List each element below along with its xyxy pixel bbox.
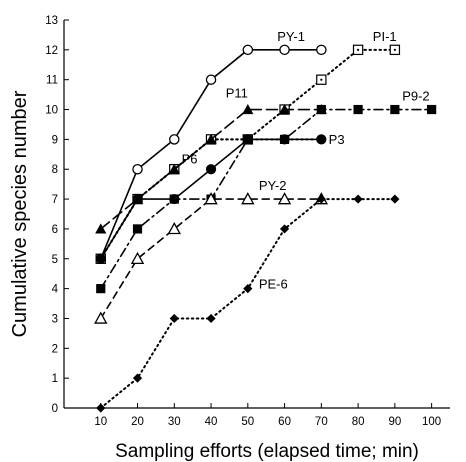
y-tick-label: 1 xyxy=(52,373,58,385)
y-tick-label: 6 xyxy=(52,224,58,236)
x-tick-label: 70 xyxy=(315,416,328,428)
data-point xyxy=(204,192,218,205)
series-label-pi-1: PI-1 xyxy=(373,29,397,44)
data-point xyxy=(132,224,143,234)
series-layer xyxy=(94,44,437,413)
y-tick-label: 8 xyxy=(52,164,58,176)
y-tick-label: 12 xyxy=(45,45,58,57)
x-tick-label: 100 xyxy=(422,416,441,428)
data-point xyxy=(279,134,290,145)
data-point xyxy=(94,311,108,324)
y-tick-label: 5 xyxy=(52,254,58,266)
data-point xyxy=(278,103,291,115)
data-point xyxy=(96,284,106,294)
data-point xyxy=(352,44,364,56)
data-point xyxy=(206,313,216,324)
data-point xyxy=(169,134,180,145)
data-point xyxy=(390,104,400,115)
series-label-p11: P11 xyxy=(226,86,248,101)
y-tick-label: 7 xyxy=(52,194,58,206)
data-point xyxy=(353,194,363,204)
y-tick-label: 2 xyxy=(52,343,58,355)
data-point xyxy=(132,163,143,175)
series-py-2 xyxy=(94,192,329,324)
data-point xyxy=(168,163,180,174)
series-line xyxy=(99,138,323,260)
data-point xyxy=(242,44,254,56)
data-point xyxy=(167,221,181,235)
data-point xyxy=(316,104,326,115)
data-point xyxy=(243,284,253,294)
series-label-pe-6: PE-6 xyxy=(259,277,288,292)
series-line xyxy=(99,48,396,260)
data-point xyxy=(130,251,145,265)
series-label-p6: P6 xyxy=(182,151,198,166)
x-tick-label: 10 xyxy=(94,416,107,428)
y-tick-label: 10 xyxy=(45,105,58,117)
series-labels: PY-1 PI-1 P11 P9-2 P3 P6 PY-2 PE-6 xyxy=(182,29,430,292)
y-axis-title: Cumulative species number xyxy=(9,90,31,337)
data-point xyxy=(205,164,217,175)
series-label-p3: P3 xyxy=(329,132,345,147)
x-tick-label: 30 xyxy=(168,416,181,428)
data-point xyxy=(316,44,327,56)
x-tick-label: 90 xyxy=(388,416,401,428)
data-point xyxy=(132,373,143,383)
data-point xyxy=(279,224,290,234)
y-tick-label: 3 xyxy=(52,313,58,325)
series-label-py-2: PY-2 xyxy=(259,178,287,193)
series-p6 xyxy=(99,138,323,260)
x-axis-title: Sampling efforts (elapsed time; min) xyxy=(115,441,419,462)
series-pe-6 xyxy=(96,194,400,413)
data-point xyxy=(241,192,255,205)
data-point xyxy=(242,103,254,115)
y-tick-label: 4 xyxy=(52,284,59,296)
x-tick-label: 60 xyxy=(278,416,291,428)
x-tick-label: 20 xyxy=(131,416,144,428)
y-tick-label: 0 xyxy=(52,403,58,415)
series-py-1 xyxy=(95,44,327,265)
series-label-py-1: PY-1 xyxy=(277,29,305,44)
data-point xyxy=(169,193,180,205)
data-point xyxy=(205,74,217,85)
y-tick-label: 13 xyxy=(45,15,58,27)
data-point xyxy=(95,223,107,234)
data-point xyxy=(279,44,290,56)
data-point xyxy=(427,104,437,115)
data-point xyxy=(390,194,400,204)
data-point xyxy=(389,44,401,56)
data-point xyxy=(96,403,106,413)
series-label-p9-2: P9-2 xyxy=(402,89,429,104)
x-tick-label: 40 xyxy=(205,416,218,428)
y-tick-label: 11 xyxy=(46,75,58,87)
x-tick-label: 50 xyxy=(241,416,254,428)
data-point xyxy=(316,74,327,85)
series-line xyxy=(99,198,396,409)
x-tick-label: 80 xyxy=(352,416,365,428)
data-point xyxy=(316,194,326,204)
y-tick-label: 9 xyxy=(52,134,58,146)
data-point xyxy=(353,104,363,115)
data-point xyxy=(277,192,292,205)
data-point xyxy=(169,313,179,324)
